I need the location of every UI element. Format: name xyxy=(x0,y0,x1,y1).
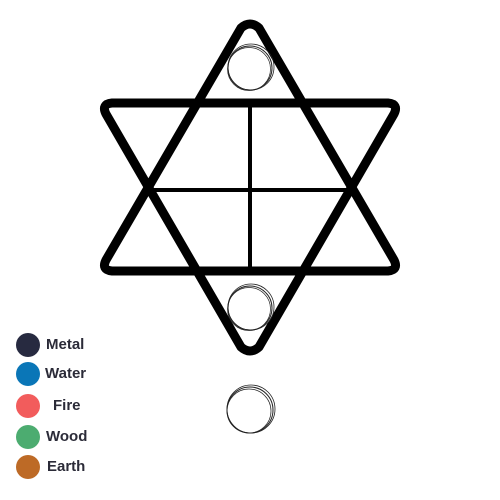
legend-item-wood[interactable]: Wood xyxy=(16,424,136,450)
bottom-slot[interactable] xyxy=(227,283,275,331)
legend-label-water: Water xyxy=(45,365,87,382)
downward-triangle xyxy=(100,98,400,356)
legend-label-earth: Earth xyxy=(47,458,86,475)
legend-label-wood: Wood xyxy=(46,428,88,445)
earth-dot-icon xyxy=(16,455,40,479)
legend-label-metal: Metal xyxy=(46,336,85,353)
upward-triangle xyxy=(100,19,400,276)
water-dot-icon xyxy=(16,362,40,386)
wood-dot-icon xyxy=(16,425,40,449)
fire-dot-icon xyxy=(16,394,40,418)
staging-slot[interactable] xyxy=(226,384,276,434)
legend-item-metal[interactable]: Metal xyxy=(16,332,136,358)
legend-label-fire: Fire xyxy=(53,397,81,414)
legend-item-earth[interactable]: Earth xyxy=(16,454,136,480)
legend-item-fire[interactable]: Fire xyxy=(16,393,136,419)
legend-item-water[interactable]: Water xyxy=(16,361,136,387)
element-legend: Metal Water Fire Wood Earth xyxy=(16,332,136,482)
metal-dot-icon xyxy=(16,333,40,357)
top-slot[interactable] xyxy=(227,43,275,91)
